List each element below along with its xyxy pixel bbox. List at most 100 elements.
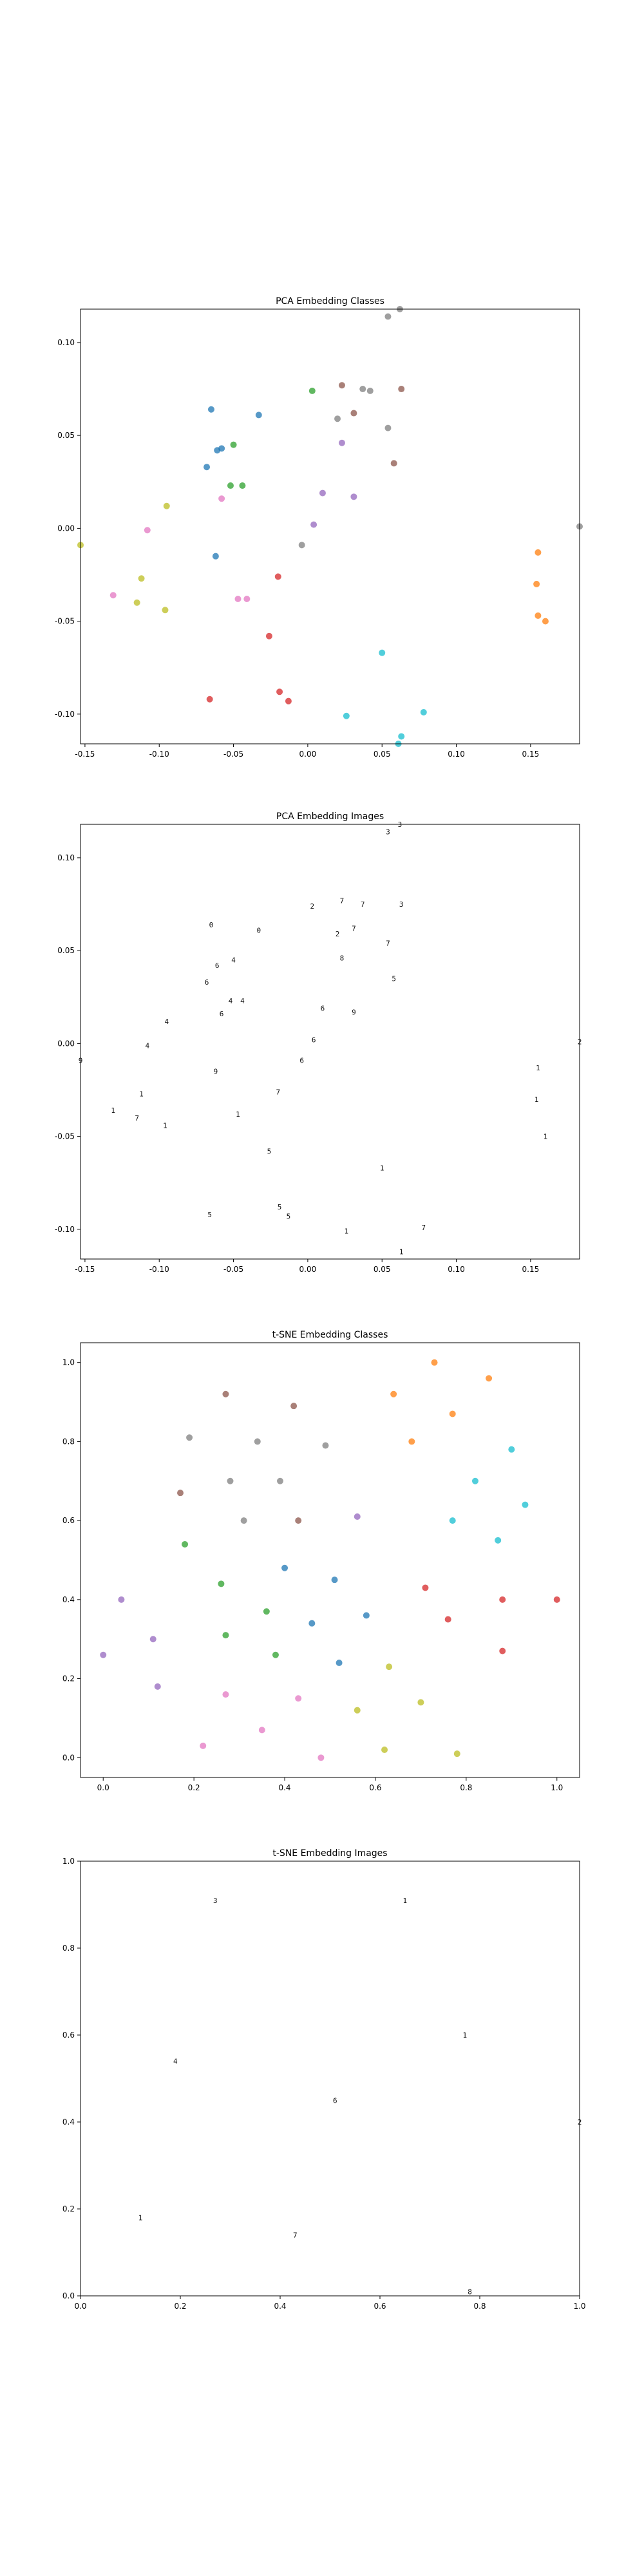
x-tick-label: 0.6 — [369, 1783, 381, 1792]
x-tick-label: 0.2 — [174, 2302, 186, 2311]
data-point — [243, 596, 251, 602]
y-tick-label: 0.6 — [62, 2031, 75, 2040]
digit-thumbnail: 1 — [380, 1164, 384, 1173]
digit-thumbnail: 6 — [205, 978, 209, 987]
digit-thumbnail: 7 — [276, 1088, 280, 1096]
digit-thumbnail: 7 — [386, 940, 390, 948]
data-point — [390, 1390, 397, 1397]
data-point — [431, 1359, 438, 1366]
digit-thumbnail: 1 — [402, 1897, 407, 1905]
data-point — [227, 1477, 234, 1484]
digit-thumbnail: 8 — [340, 954, 345, 963]
x-tick-label: 0.8 — [473, 2302, 486, 2311]
data-point — [272, 1651, 279, 1658]
data-point — [227, 482, 234, 489]
digit-thumbnail: 2 — [336, 930, 340, 938]
data-point — [422, 1584, 429, 1591]
digit-thumbnail: 1 — [139, 1090, 144, 1098]
data-point — [308, 1620, 316, 1627]
digit-thumbnail: 6 — [215, 961, 220, 970]
data-point — [138, 575, 145, 582]
data-point — [343, 712, 350, 719]
data-point — [535, 612, 542, 619]
x-tick-label: 0.10 — [448, 1265, 465, 1274]
data-point — [154, 1683, 161, 1690]
data-point — [206, 696, 213, 703]
data-point — [207, 406, 214, 413]
y-tick-label: 0.05 — [57, 946, 75, 955]
digit-thumbnail: 3 — [386, 828, 390, 837]
data-point — [338, 382, 345, 389]
data-point — [471, 1477, 478, 1484]
data-point — [449, 1517, 456, 1524]
data-point — [499, 1647, 506, 1654]
y-tick-label: 0.0 — [62, 1753, 75, 1762]
digit-thumbnail: 1 — [163, 1121, 167, 1130]
data-point — [222, 1632, 229, 1639]
digit-thumbnail: 9 — [352, 1008, 356, 1016]
x-tick-label: 0.2 — [188, 1783, 200, 1792]
x-tick-label: -0.05 — [223, 1265, 243, 1274]
y-tick-label: 1.0 — [62, 1358, 75, 1367]
digit-thumbnail: 1 — [399, 1247, 404, 1256]
digit-thumbnail: 4 — [231, 956, 236, 965]
data-point — [218, 495, 225, 502]
data-point — [535, 549, 542, 556]
digit-thumbnail: 7 — [422, 1224, 426, 1232]
x-tick-label: 0.4 — [274, 2302, 286, 2311]
data-point — [298, 542, 305, 549]
data-point — [499, 1596, 506, 1603]
digit-thumbnail: 6 — [299, 1056, 304, 1065]
axes-frame — [80, 824, 580, 1260]
y-tick-label: 0.10 — [57, 853, 75, 862]
y-tick-label: -0.05 — [55, 1132, 75, 1141]
digit-thumbnail: 3 — [399, 900, 404, 909]
digit-thumbnail: 1 — [236, 1110, 240, 1119]
digit-thumbnail: 5 — [287, 1213, 291, 1221]
digit-thumbnail: 8 — [468, 2287, 472, 2296]
data-point — [495, 1537, 502, 1544]
digit-thumbnail: 6 — [321, 1005, 325, 1013]
data-point — [204, 464, 211, 471]
data-point — [379, 649, 386, 656]
x-tick-label: 1.0 — [551, 1783, 563, 1792]
digit-thumbnail: 5 — [267, 1148, 272, 1156]
data-point — [444, 1616, 451, 1623]
digit-thumbnail: 4 — [173, 2058, 178, 2066]
data-point — [310, 521, 317, 528]
x-tick-label: 0.05 — [374, 1265, 391, 1274]
y-tick-label: -0.10 — [55, 710, 75, 719]
digit-thumbnail: 1 — [345, 1227, 349, 1236]
data-point — [295, 1695, 302, 1702]
x-tick-label: 1.0 — [573, 2302, 585, 2311]
x-tick-label: 0.15 — [522, 750, 540, 759]
data-point — [398, 386, 405, 393]
x-tick-label: -0.05 — [223, 750, 243, 759]
digit-thumbnail: 1 — [535, 1095, 539, 1104]
data-point — [133, 599, 140, 606]
data-point — [363, 1612, 370, 1619]
data-point — [230, 441, 237, 448]
chart-title: t-SNE Embedding Images — [272, 1848, 387, 1859]
axes-frame — [80, 1342, 580, 1778]
y-tick-label: 0.05 — [57, 431, 75, 440]
y-tick-label: 0.10 — [57, 338, 75, 347]
digit-thumbnail: 1 — [536, 1064, 540, 1072]
data-point — [354, 1513, 361, 1520]
data-point — [317, 1754, 325, 1761]
data-point — [239, 482, 246, 489]
data-point — [453, 1750, 460, 1757]
data-point — [508, 1446, 515, 1453]
data-point — [553, 1596, 560, 1603]
data-point — [263, 1608, 270, 1615]
chart-title: t-SNE Embedding Classes — [272, 1330, 388, 1340]
x-tick-label: -0.10 — [149, 750, 169, 759]
digit-thumbnail: 1 — [111, 1106, 115, 1115]
data-point — [276, 688, 283, 696]
axes-frame — [80, 1861, 580, 2297]
data-point — [234, 596, 242, 602]
digit-thumbnail: 7 — [135, 1114, 139, 1122]
data-point — [417, 1699, 424, 1706]
data-point — [295, 1517, 302, 1524]
